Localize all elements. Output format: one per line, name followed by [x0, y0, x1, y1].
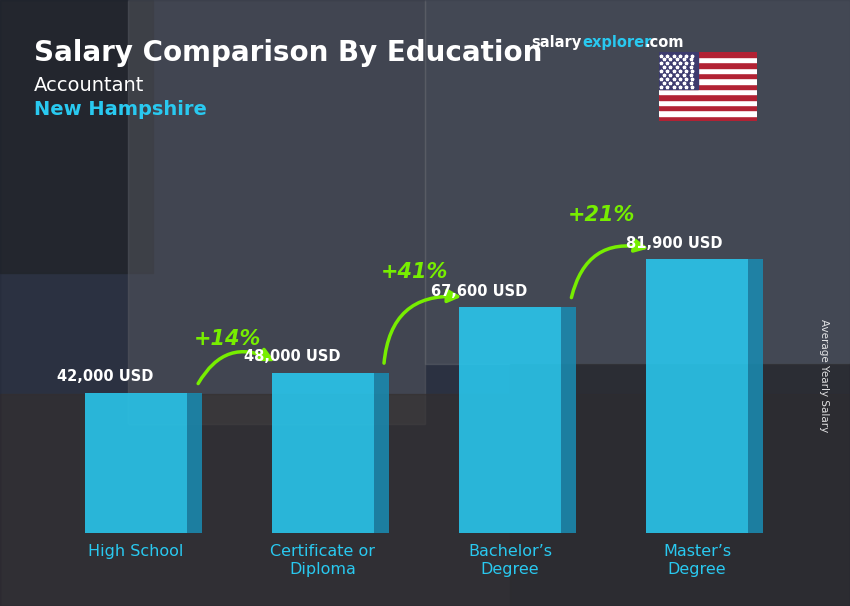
- Bar: [659, 89, 756, 95]
- Bar: [271, 373, 374, 533]
- Polygon shape: [374, 373, 389, 533]
- Bar: [659, 110, 756, 116]
- Text: 42,000 USD: 42,000 USD: [58, 369, 154, 384]
- Text: Accountant: Accountant: [34, 76, 144, 95]
- Bar: [659, 95, 756, 100]
- Bar: [659, 52, 756, 57]
- Text: +14%: +14%: [194, 329, 261, 349]
- Text: New Hampshire: New Hampshire: [34, 100, 207, 119]
- Text: 67,600 USD: 67,600 USD: [432, 284, 528, 299]
- Bar: [425, 0, 850, 364]
- Text: explorer: explorer: [582, 35, 652, 50]
- Bar: [84, 393, 187, 533]
- Polygon shape: [748, 259, 763, 533]
- Bar: [659, 62, 756, 68]
- Bar: [459, 307, 561, 533]
- Bar: [0, 0, 153, 273]
- Bar: [659, 68, 756, 73]
- Bar: [659, 105, 756, 110]
- Bar: [659, 57, 756, 62]
- Bar: [646, 259, 748, 533]
- Text: +21%: +21%: [568, 205, 635, 225]
- Text: salary: salary: [531, 35, 581, 50]
- Text: +41%: +41%: [381, 262, 448, 282]
- Text: .com: .com: [644, 35, 683, 50]
- Bar: [659, 52, 698, 89]
- Text: 48,000 USD: 48,000 USD: [245, 349, 341, 364]
- Bar: [659, 100, 756, 105]
- Bar: [0, 394, 850, 606]
- Bar: [510, 364, 850, 606]
- Bar: [659, 78, 756, 84]
- Text: Average Yearly Salary: Average Yearly Salary: [819, 319, 829, 432]
- Polygon shape: [187, 393, 202, 533]
- Text: Salary Comparison By Education: Salary Comparison By Education: [34, 39, 542, 67]
- Bar: [128, 0, 425, 424]
- Text: 81,900 USD: 81,900 USD: [626, 236, 722, 251]
- Bar: [659, 73, 756, 78]
- Polygon shape: [561, 307, 576, 533]
- Bar: [659, 116, 756, 121]
- Bar: [659, 84, 756, 89]
